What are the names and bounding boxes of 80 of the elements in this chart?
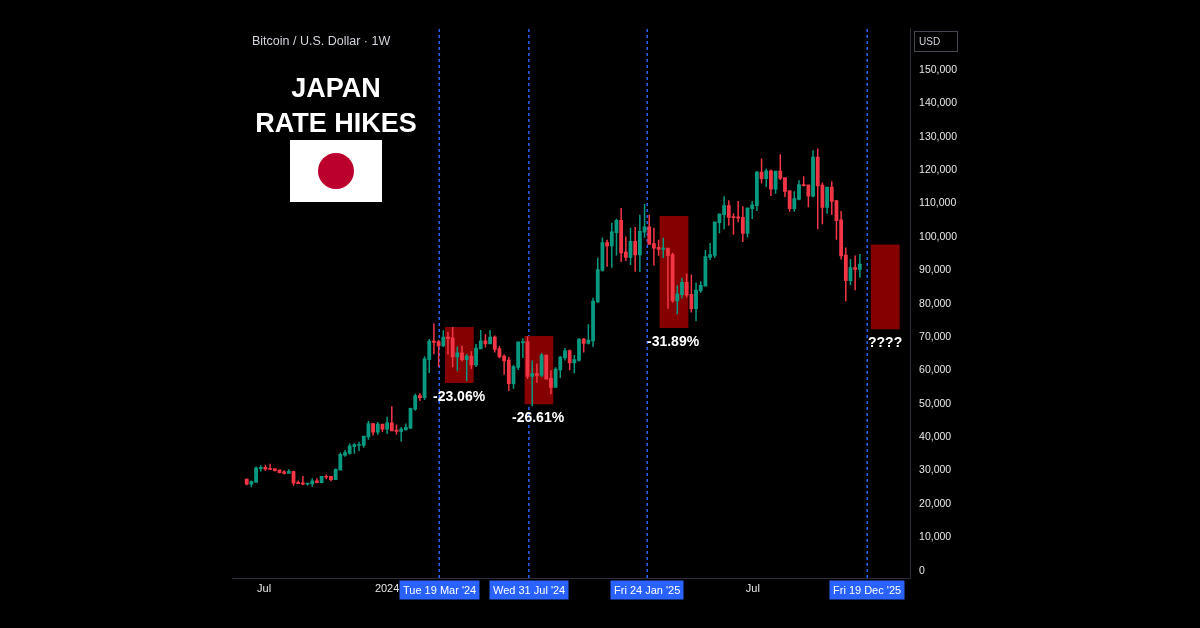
candlestick <box>450 326 455 369</box>
candlestick <box>286 468 291 475</box>
candlestick <box>469 350 474 370</box>
candlestick <box>619 207 624 263</box>
candlestick <box>506 356 511 392</box>
y-tick-label: 110,000 <box>919 196 957 209</box>
x-tick-label: Jul <box>745 582 760 595</box>
candlestick <box>375 421 380 436</box>
candlestick <box>268 463 273 471</box>
candlestick <box>661 236 666 259</box>
candlestick <box>455 345 460 372</box>
candlestick <box>371 422 375 437</box>
candlestick <box>492 334 497 354</box>
text: JAPAN RATE HIKES <box>255 73 417 139</box>
candlestick <box>811 149 815 199</box>
candlestick <box>773 170 778 195</box>
candlestick <box>464 353 469 383</box>
candlestick <box>460 344 464 363</box>
y-tick-label: 50,000 <box>919 396 952 409</box>
ref-line-label: Tue 19 Mar '24 <box>403 584 477 596</box>
y-tick-label: 80,000 <box>919 296 952 309</box>
candlestick <box>722 195 727 231</box>
candlestick <box>581 337 586 354</box>
candlestick <box>352 442 357 455</box>
annotation: -26.61% <box>512 409 565 425</box>
y-tick-label: 70,000 <box>919 329 952 342</box>
candlestick <box>567 348 572 372</box>
candlestick <box>399 426 404 443</box>
candlestick <box>853 254 858 291</box>
annotation: -23.06% <box>433 388 486 404</box>
annotation: ???? <box>868 334 903 350</box>
text: USD <box>919 36 941 47</box>
candlestick <box>535 362 539 384</box>
candlestick <box>244 477 249 486</box>
y-tick-label: 20,000 <box>919 496 952 509</box>
candlestick <box>609 221 614 269</box>
candlestick <box>825 186 829 215</box>
y-tick-label: 0 <box>919 563 926 576</box>
bar <box>870 244 900 330</box>
candlestick <box>689 273 694 314</box>
candlestick <box>740 205 745 243</box>
ref-line-label: Fri 19 Dec '25 <box>833 584 902 596</box>
candlestick <box>310 477 315 488</box>
text: Bitcoin / U.S. Dollar · 1W <box>252 34 391 48</box>
y-tick-label: 150,000 <box>919 62 958 75</box>
candlestick <box>441 329 446 348</box>
candlestick <box>764 167 769 188</box>
candlestick <box>488 329 492 345</box>
candlestick <box>857 253 862 279</box>
candlestick <box>385 415 390 435</box>
y-tick-label: 30,000 <box>919 463 952 476</box>
candlestick <box>272 467 277 473</box>
y-tick-label: 90,000 <box>919 263 952 276</box>
annotation: -31.89% <box>647 333 700 349</box>
candlestick <box>633 226 638 273</box>
candlestick <box>263 464 268 472</box>
ref-line-label: Wed 31 Jul '24 <box>493 584 566 596</box>
x-tick-label: Jul <box>257 582 272 595</box>
candlestick <box>347 442 352 456</box>
candlestick <box>759 157 764 185</box>
candlestick <box>324 473 329 480</box>
y-tick-label: 40,000 <box>919 430 952 443</box>
candlestick <box>769 168 773 197</box>
candlestick <box>389 405 394 432</box>
candlestick <box>282 469 287 476</box>
y-tick-label: 130,000 <box>919 129 958 142</box>
candlestick <box>315 477 319 484</box>
x-tick-label: 2024 <box>374 582 400 595</box>
y-tick-label: 10,000 <box>919 530 952 543</box>
candlestick <box>815 147 820 231</box>
y-tick-label: 60,000 <box>919 363 952 376</box>
y-tick-label: 140,000 <box>919 96 958 109</box>
candlestick <box>300 475 305 487</box>
candlestick <box>483 333 488 349</box>
candlestick <box>530 359 535 408</box>
candlestick <box>417 392 422 402</box>
candlestick <box>605 238 609 268</box>
y-tick-label: 120,000 <box>919 162 958 175</box>
ref-line-label: Fri 24 Jan '25 <box>614 584 681 596</box>
y-tick-label: 100,000 <box>919 229 958 242</box>
